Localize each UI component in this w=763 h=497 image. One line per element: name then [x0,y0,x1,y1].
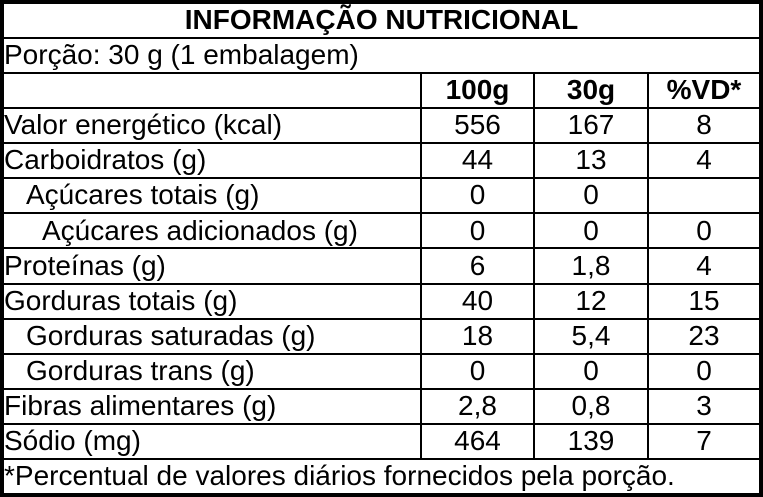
column-header-30g: 30g [533,72,649,110]
value-percent-vd: 23 [647,317,761,355]
value-per-30g: 167 [533,107,649,145]
value-per-30g: 0 [533,352,649,390]
nutrient-label: Gorduras totais (g) [2,282,422,320]
value-per-100g: 2,8 [420,387,535,425]
value-per-30g: 139 [533,422,649,460]
nutrient-label: Carboidratos (g) [2,142,422,180]
value-per-30g: 12 [533,282,649,320]
nutrient-label: Açúcares totais (g) [2,177,422,215]
value-per-30g: 5,4 [533,317,649,355]
value-percent-vd: 0 [647,352,761,390]
nutrient-label: Açúcares adicionados (g) [2,212,422,250]
value-per-100g: 40 [420,282,535,320]
header-empty-cell [2,72,422,110]
value-per-100g: 0 [420,352,535,390]
nutrient-label: Proteínas (g) [2,247,422,285]
table-row-energy: Valor energético (kcal) 556 167 8 [2,107,761,145]
serving-row: Porção: 30 g (1 embalagem) [2,37,761,75]
table-row-saturated-fat: Gorduras saturadas (g) 18 5,4 23 [2,317,761,355]
nutrient-label: Gorduras trans (g) [2,352,422,390]
value-percent-vd: 3 [647,387,761,425]
value-percent-vd: 7 [647,422,761,460]
value-percent-vd: 4 [647,142,761,180]
table-row-protein: Proteínas (g) 6 1,8 4 [2,247,761,285]
value-per-30g: 0,8 [533,387,649,425]
column-header-100g: 100g [420,72,535,110]
value-per-30g: 13 [533,142,649,180]
value-per-100g: 0 [420,212,535,250]
nutrient-label: Gorduras saturadas (g) [2,317,422,355]
table-row-fiber: Fibras alimentares (g) 2,8 0,8 3 [2,387,761,425]
table-row-added-sugars: Açúcares adicionados (g) 0 0 0 [2,212,761,250]
table-title: INFORMAÇÃO NUTRICIONAL [2,1,761,40]
nutrient-label: Valor energético (kcal) [2,107,422,145]
value-percent-vd [647,177,761,215]
nutrient-label: Sódio (mg) [2,422,422,460]
value-percent-vd: 8 [647,107,761,145]
table-row-sodium: Sódio (mg) 464 139 7 [2,422,761,460]
value-per-30g: 1,8 [533,247,649,285]
value-percent-vd: 4 [647,247,761,285]
table-row-trans-fat: Gorduras trans (g) 0 0 0 [2,352,761,390]
footnote-row: *Percentual de valores diários fornecido… [2,457,761,496]
footnote-text: *Percentual de valores diários fornecido… [2,457,761,496]
title-row: INFORMAÇÃO NUTRICIONAL [2,1,761,40]
nutrient-label: Fibras alimentares (g) [2,387,422,425]
value-per-100g: 464 [420,422,535,460]
table-row-carbs: Carboidratos (g) 44 13 4 [2,142,761,180]
value-per-30g: 0 [533,177,649,215]
serving-size-text: Porção: 30 g (1 embalagem) [2,37,761,75]
value-per-100g: 44 [420,142,535,180]
value-per-100g: 556 [420,107,535,145]
value-per-100g: 6 [420,247,535,285]
column-header-row: 100g 30g %VD* [2,72,761,110]
value-percent-vd: 0 [647,212,761,250]
value-percent-vd: 15 [647,282,761,320]
column-header-vd: %VD* [647,72,761,110]
value-per-100g: 18 [420,317,535,355]
table-row-total-fat: Gorduras totais (g) 40 12 15 [2,282,761,320]
table-row-total-sugars: Açúcares totais (g) 0 0 [2,177,761,215]
value-per-30g: 0 [533,212,649,250]
value-per-100g: 0 [420,177,535,215]
